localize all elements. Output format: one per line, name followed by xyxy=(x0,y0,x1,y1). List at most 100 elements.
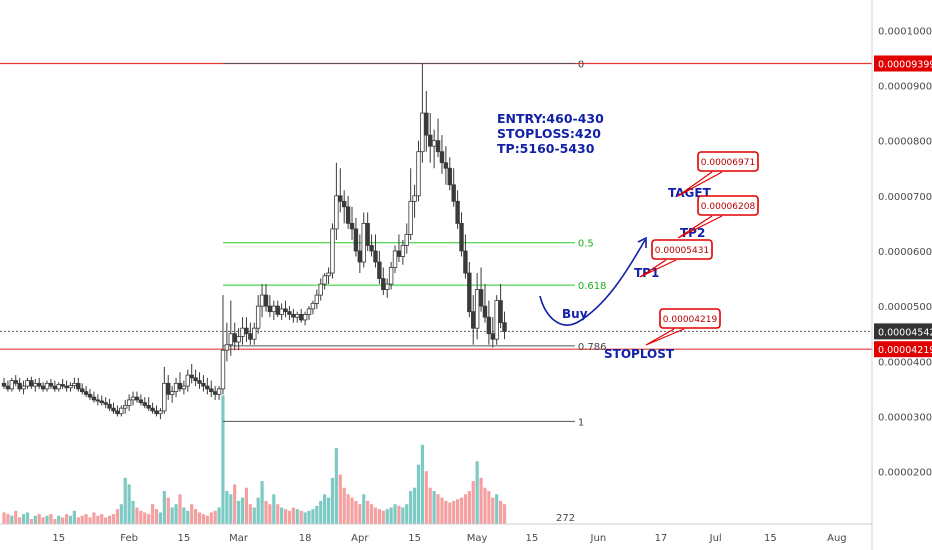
volume-bar-116 xyxy=(455,499,460,524)
candle-body xyxy=(56,384,61,390)
candle-77 xyxy=(302,311,308,326)
volume-bar-102 xyxy=(401,507,405,524)
candle-body xyxy=(232,333,237,343)
callout-2[interactable]: 0.00005431 xyxy=(639,239,713,278)
volume-bar-12 xyxy=(49,514,53,524)
candle-0 xyxy=(1,377,7,389)
volume-bar-34 xyxy=(135,507,139,524)
candle-body xyxy=(318,283,323,296)
candle-body xyxy=(197,380,202,384)
fib-label-1: 0.5 xyxy=(578,239,594,250)
candle-body xyxy=(322,275,327,285)
volume-bar-78 xyxy=(307,510,311,524)
candle-108 xyxy=(424,91,429,152)
candle-body xyxy=(21,385,26,390)
candle-52 xyxy=(205,377,210,395)
candle-body xyxy=(29,380,34,387)
volume-bar-7 xyxy=(29,519,33,524)
candle-126 xyxy=(494,295,499,345)
callout-1[interactable]: 0.00006208 xyxy=(677,195,759,239)
volume-bar-38 xyxy=(150,504,155,524)
time-tick-2: 15 xyxy=(178,533,191,544)
candle-body xyxy=(240,327,245,337)
callout-0[interactable]: 0.00006971 xyxy=(677,151,759,197)
callout-3[interactable]: 0.00004219 xyxy=(645,308,721,346)
volume-bar-128 xyxy=(502,504,507,524)
candle-body xyxy=(478,289,484,307)
candle-body xyxy=(40,385,46,390)
volume-bar-67 xyxy=(264,500,268,524)
volume-bar-71 xyxy=(280,507,284,524)
volume-bar-108 xyxy=(424,471,428,524)
candle-body xyxy=(474,289,480,329)
candle-50 xyxy=(197,372,202,389)
volume-bar-85 xyxy=(334,448,338,524)
volume-bar-48 xyxy=(190,504,194,524)
callout-leader xyxy=(677,171,723,197)
volume-bar-127 xyxy=(499,500,503,524)
volume-bar-122 xyxy=(479,477,483,524)
candle-body xyxy=(412,195,417,202)
candle-body xyxy=(392,250,398,268)
callout-text: 0.00006208 xyxy=(701,202,756,212)
time-tick-7: May xyxy=(467,533,488,544)
volume-bar-18 xyxy=(72,510,76,524)
candle-body xyxy=(353,228,359,252)
volume-bar-72 xyxy=(283,509,288,524)
candle-34 xyxy=(134,391,140,403)
candle-body xyxy=(185,374,190,387)
callout-leader xyxy=(645,328,685,346)
time-axis[interactable]: 15 Feb 15 Mar 18 Apr 15 May 15 Jun 17 Jul 15 Aug xyxy=(0,523,872,544)
volume-bar-63 xyxy=(248,504,252,524)
candle-body xyxy=(162,382,167,412)
candle-body xyxy=(13,380,18,384)
candle-body xyxy=(291,313,296,318)
candle-99 xyxy=(388,262,394,290)
candle-body xyxy=(158,410,163,415)
callout-leader xyxy=(639,259,677,278)
volume-bar-106 xyxy=(416,464,421,524)
candle-body xyxy=(252,327,257,340)
candle-body xyxy=(424,112,429,136)
candle-body xyxy=(361,222,366,263)
volume-bar-0 xyxy=(2,512,6,524)
candle-123 xyxy=(482,284,488,323)
callout-text: 0.00005431 xyxy=(655,246,709,256)
candle-body xyxy=(146,405,151,409)
time-tick-3: Mar xyxy=(229,533,249,544)
drawing-annotations[interactable]: ENTRY:460-430 STOPLOSS:420 TP:5160-5430 … xyxy=(497,111,759,361)
volume-bar-81 xyxy=(319,500,323,524)
volume-bar-4 xyxy=(18,517,22,524)
volume-bar-40 xyxy=(158,512,163,524)
volume-bar-31 xyxy=(123,477,127,524)
candle-body xyxy=(349,222,355,230)
candle-28 xyxy=(111,402,116,414)
candle-body xyxy=(99,400,104,404)
candle-body xyxy=(467,272,472,313)
candle-body xyxy=(420,112,425,153)
candle-body xyxy=(36,382,42,387)
candle-40 xyxy=(158,408,163,420)
volume-bar-110 xyxy=(432,491,436,524)
candle-104 xyxy=(408,168,413,240)
candle-37 xyxy=(146,397,151,411)
volume-marker-label: 272 xyxy=(556,513,575,524)
candle-body xyxy=(150,407,155,412)
volume-bar-42 xyxy=(166,497,170,524)
price-callouts[interactable]: 0.00006971 0.00006208 0.00005431 0.00004219 xyxy=(639,151,759,346)
volume-bar-96 xyxy=(377,509,381,524)
candle-body xyxy=(279,308,284,315)
candle-85 xyxy=(334,162,339,240)
volume-bar-84 xyxy=(330,477,335,524)
projection-arrow xyxy=(539,239,646,326)
candle-body xyxy=(334,195,339,230)
candle-body xyxy=(381,278,386,290)
volume-bar-25 xyxy=(100,514,104,524)
volume-bar-21 xyxy=(84,514,88,524)
volume-bar-77 xyxy=(303,512,307,524)
candle-67 xyxy=(263,284,269,312)
